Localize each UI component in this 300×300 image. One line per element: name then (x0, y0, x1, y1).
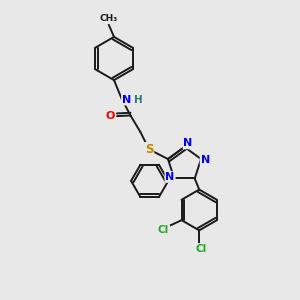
Text: N: N (201, 155, 210, 165)
Text: Cl: Cl (195, 244, 206, 254)
Text: N: N (184, 138, 193, 148)
Text: N: N (122, 94, 131, 105)
Text: O: O (106, 111, 115, 121)
Text: H: H (134, 94, 142, 105)
Text: CH₃: CH₃ (100, 14, 118, 23)
Text: Cl: Cl (158, 225, 169, 236)
Text: N: N (165, 172, 175, 182)
Text: S: S (145, 143, 153, 156)
